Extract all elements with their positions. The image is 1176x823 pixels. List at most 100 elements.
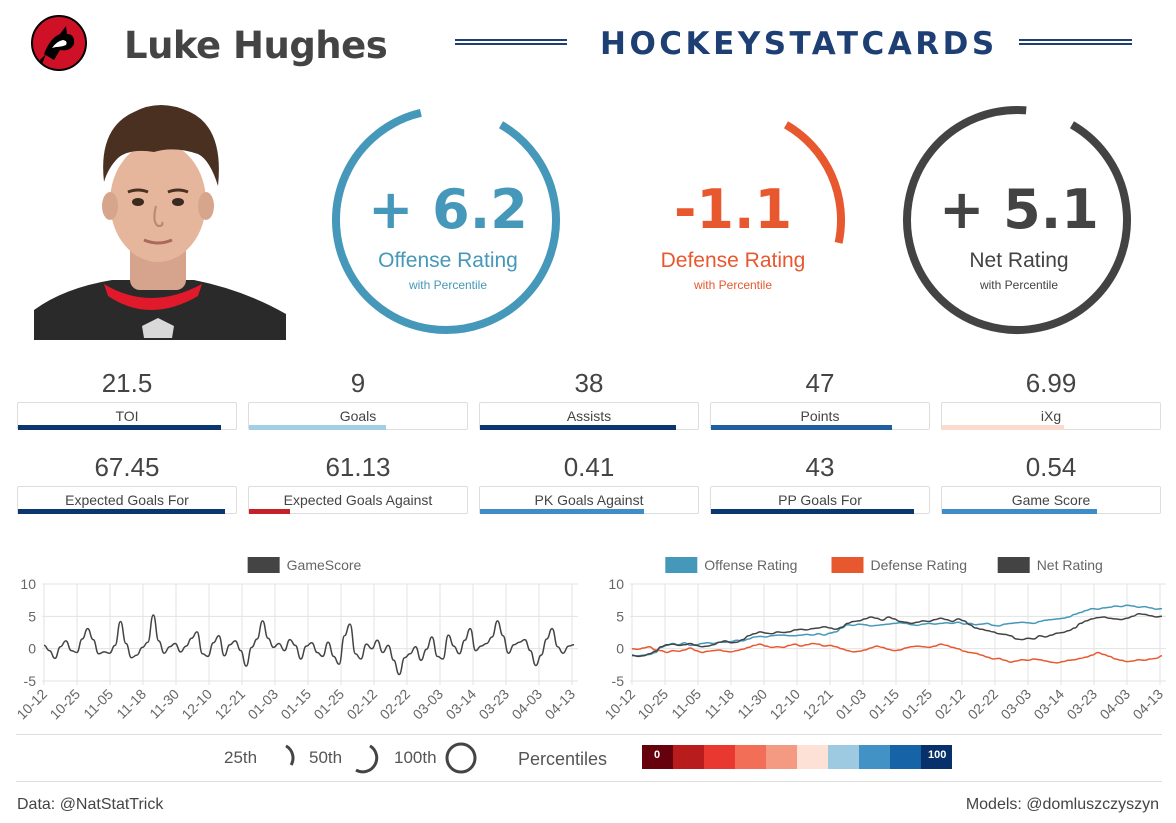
percentiles-title: Percentiles bbox=[518, 749, 608, 769]
y-tick-label: 0 bbox=[616, 641, 624, 657]
x-tick-label: 12-10 bbox=[178, 686, 215, 723]
y-tick-label: 5 bbox=[28, 608, 36, 624]
x-tick-label: 11-18 bbox=[701, 686, 737, 722]
stat-label: Points bbox=[800, 408, 840, 424]
stat-value: 21.5 bbox=[101, 368, 153, 398]
defense-rating-label: Defense Rating bbox=[660, 249, 806, 272]
legend-label: Offense Rating bbox=[704, 557, 797, 573]
stat-label: Expected Goals For bbox=[65, 492, 189, 508]
series-line-gamescore bbox=[43, 614, 575, 676]
y-tick-label: 10 bbox=[20, 576, 36, 592]
divider-bottom bbox=[16, 781, 1162, 782]
legend-swatch bbox=[831, 557, 864, 573]
palette-max-label: 100 bbox=[928, 749, 947, 761]
palette-swatch-6 bbox=[828, 745, 859, 769]
percentile-color-scale bbox=[642, 745, 952, 769]
x-tick-label: 03-03 bbox=[997, 686, 1034, 723]
x-tick-label: 01-25 bbox=[898, 686, 935, 723]
x-tick-label: 01-15 bbox=[865, 686, 902, 723]
x-tick-label: 04-13 bbox=[541, 686, 578, 723]
x-tick-label: 03-03 bbox=[409, 686, 446, 723]
x-tick-label: 11-18 bbox=[113, 686, 149, 722]
x-tick-label: 10-25 bbox=[634, 686, 671, 723]
stat-value: 67.45 bbox=[94, 452, 160, 482]
series-line-net-rating bbox=[631, 612, 1163, 658]
y-tick-label: 10 bbox=[608, 576, 624, 592]
stat-percentile-bar bbox=[18, 425, 221, 430]
palette-min-label: 0 bbox=[654, 749, 661, 761]
x-tick-label: 02-22 bbox=[964, 686, 1001, 723]
offense-rating-sub: with Percentile bbox=[408, 278, 488, 292]
palette-swatch-2 bbox=[704, 745, 735, 769]
net-rating-gauge: + 5.1 Net Rating with Percentile bbox=[899, 96, 1139, 346]
y-tick-label: 5 bbox=[616, 608, 624, 624]
legend-swatch bbox=[997, 557, 1030, 573]
x-tick-label: 04-03 bbox=[1096, 686, 1133, 723]
defense-rating-gauge: -1.1 Defense Rating with Percentile bbox=[613, 96, 853, 346]
stat-label: Goals bbox=[339, 408, 377, 424]
percentile-50-ring-icon bbox=[355, 744, 379, 774]
palette-swatch-4 bbox=[766, 745, 797, 769]
stat-box: Points bbox=[710, 402, 930, 430]
devils-logo-icon bbox=[30, 14, 88, 72]
stat-label: Assists bbox=[566, 408, 612, 424]
stat-label: PK Goals Against bbox=[534, 492, 644, 508]
divider-top bbox=[16, 734, 1162, 735]
x-tick-label: 01-25 bbox=[310, 686, 347, 723]
stat-value: 38 bbox=[574, 368, 604, 398]
defense-gauge-arc bbox=[783, 121, 845, 244]
x-tick-label: 10-25 bbox=[46, 686, 83, 723]
net-rating-value: + 5.1 bbox=[939, 178, 1099, 241]
x-tick-label: 01-15 bbox=[277, 686, 314, 723]
brand-divider-left bbox=[455, 39, 567, 45]
x-tick-label: 04-03 bbox=[508, 686, 545, 723]
stat-label: iXg bbox=[1040, 408, 1062, 424]
x-tick-label: 04-13 bbox=[1129, 686, 1166, 723]
legend-label: Net Rating bbox=[1037, 557, 1103, 573]
stat-label: TOI bbox=[115, 408, 139, 424]
x-tick-label: 11-30 bbox=[146, 686, 182, 722]
stat-percentile-bar bbox=[249, 425, 387, 430]
y-tick-label: -5 bbox=[24, 673, 37, 689]
stat-value: 47 bbox=[805, 368, 835, 398]
stat-label: Game Score bbox=[1011, 492, 1091, 508]
stat-percentile-bar bbox=[18, 509, 226, 514]
offense-gauge-arc bbox=[332, 109, 560, 334]
x-tick-label: 12-21 bbox=[211, 686, 248, 723]
net-rating-label: Net Rating bbox=[969, 249, 1069, 272]
x-tick-label: 11-05 bbox=[668, 686, 704, 722]
stat-value: 0.54 bbox=[1025, 452, 1077, 482]
net-gauge-arc bbox=[903, 106, 1131, 334]
header: Luke Hughes HOCKEYSTATCARDS bbox=[0, 0, 1176, 95]
legend-swatch bbox=[665, 557, 698, 573]
stat-value: 0.41 bbox=[563, 452, 615, 482]
stat-card-assists: 38 Assists bbox=[479, 368, 699, 432]
series-line-defense-rating bbox=[631, 642, 1163, 664]
percentile-legend: 25th 50th 100th Percentiles 0 100 bbox=[0, 738, 1176, 778]
stat-percentile-bar bbox=[480, 509, 644, 514]
stat-percentile-bar bbox=[942, 509, 1097, 514]
legend-swatch bbox=[247, 557, 280, 573]
x-tick-label: 03-23 bbox=[475, 686, 512, 723]
percentile-25-label: 25th bbox=[224, 748, 258, 767]
stat-box: Expected Goals For bbox=[17, 486, 237, 514]
defense-rating-value: -1.1 bbox=[673, 178, 793, 241]
y-tick-label: -5 bbox=[612, 673, 625, 689]
palette-swatch-1 bbox=[673, 745, 704, 769]
x-tick-label: 02-12 bbox=[931, 686, 968, 723]
data-source-credit: Data: @NatStatTrick bbox=[17, 796, 164, 813]
legend-label: GameScore bbox=[287, 557, 362, 573]
stat-percentile-bar bbox=[942, 425, 1065, 430]
palette-swatch-0 bbox=[642, 745, 673, 769]
palette-swatch-8 bbox=[890, 745, 921, 769]
player-name: Luke Hughes bbox=[124, 24, 388, 67]
stat-box: Goals bbox=[248, 402, 468, 430]
x-tick-label: 10-12 bbox=[601, 686, 638, 723]
stat-card-pp-goals-for: 43 PP Goals For bbox=[710, 452, 930, 516]
palette-swatch-9 bbox=[921, 745, 952, 769]
stat-card-pk-goals-against: 0.41 PK Goals Against bbox=[479, 452, 699, 516]
ratings-chart: -5 0 5 10 10-12 10-25 11-05 11-18 11-30 12-10 12-2… bbox=[588, 548, 1176, 733]
stat-percentile-bar bbox=[711, 509, 914, 514]
stat-box: TOI bbox=[17, 402, 237, 430]
gamescore-chart-svg: -5 0 5 10 10-1210-2511-0511-1811-3012-1012-2… bbox=[13, 557, 578, 723]
